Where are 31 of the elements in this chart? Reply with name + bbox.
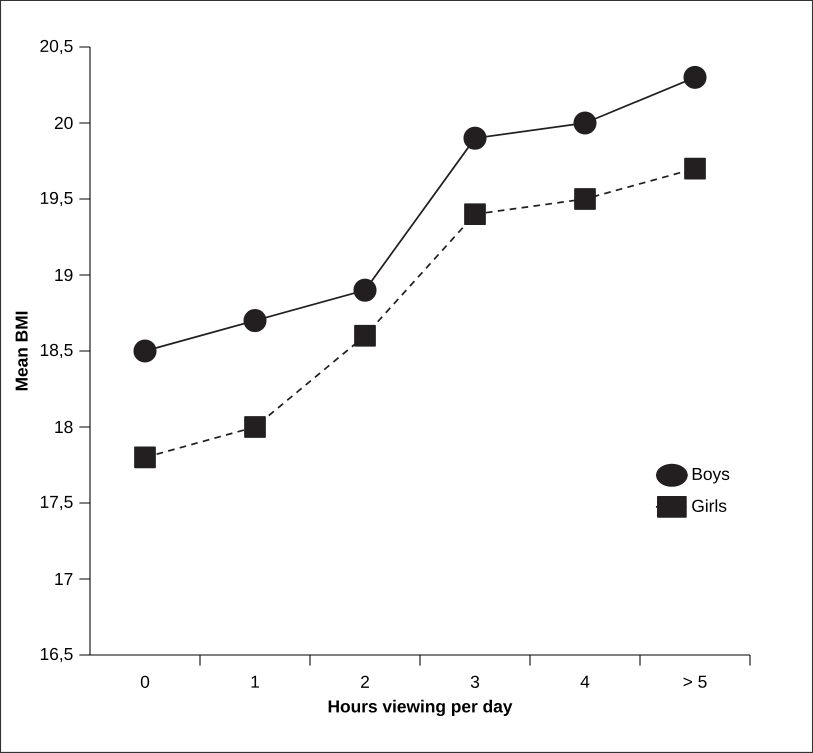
point bbox=[353, 278, 377, 302]
y-tick-label: 19 bbox=[55, 268, 72, 282]
point bbox=[133, 339, 157, 363]
y-axis-title: Mean BMI bbox=[16, 312, 28, 390]
point bbox=[243, 309, 267, 332]
x-axis-title: Hours viewing per day bbox=[328, 700, 512, 716]
y-tick-label: 20 bbox=[54, 116, 73, 130]
y-tick-label: 17,5 bbox=[40, 496, 73, 510]
y-tick-label: 17 bbox=[55, 573, 72, 585]
point bbox=[354, 324, 376, 347]
x-tick-label: 2 bbox=[361, 676, 369, 688]
legend-label: Boys bbox=[692, 468, 730, 484]
y-tick-label: 16,5 bbox=[40, 648, 73, 662]
x-tick-label: 1 bbox=[252, 676, 259, 688]
x-tick-label: 4 bbox=[580, 676, 590, 688]
point bbox=[464, 203, 486, 226]
point bbox=[574, 188, 596, 210]
x-tick-label: > 5 bbox=[684, 676, 707, 688]
x-tick-label: 0 bbox=[140, 676, 150, 688]
point bbox=[573, 111, 597, 135]
x-tick-label: 3 bbox=[470, 676, 480, 688]
y-tick-label: 18 bbox=[55, 420, 73, 434]
y-tick-label: 19,5 bbox=[40, 192, 73, 206]
y-tick-label: 20,5 bbox=[40, 40, 73, 54]
point bbox=[683, 66, 707, 89]
legend-label: Girls bbox=[692, 499, 726, 512]
y-tick-label: 18,5 bbox=[40, 344, 73, 358]
point bbox=[684, 158, 706, 180]
point bbox=[463, 126, 487, 150]
point bbox=[134, 446, 156, 468]
point bbox=[244, 416, 266, 438]
